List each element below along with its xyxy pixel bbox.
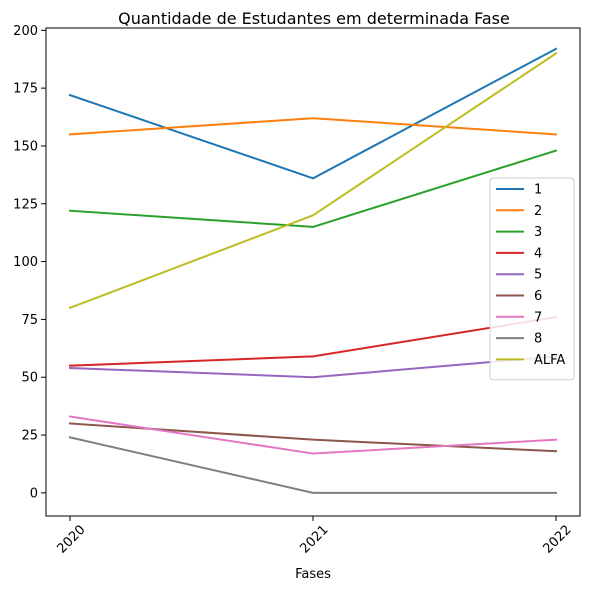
series-line-8 (68, 436, 557, 494)
y-tick-label: 125 (13, 197, 38, 212)
y-tick-label: 0 (30, 486, 38, 501)
x-axis-label: Fases (295, 567, 331, 582)
y-axis: 0 25 50 75 100 125 150 175 200 (13, 24, 46, 501)
legend-label: 6 (534, 289, 542, 304)
series-line-7 (68, 415, 558, 455)
series-line-1 (68, 47, 558, 180)
series-line-alfa (68, 52, 558, 310)
series-line-4 (68, 315, 558, 367)
y-tick-label: 175 (13, 82, 38, 97)
legend: 1 2 3 4 5 6 7 8 ALFA (489, 177, 575, 381)
x-tick-label: 2021 (298, 523, 332, 557)
x-axis: 2020 2021 2022 (55, 516, 575, 557)
x-tick-label: 2020 (55, 523, 89, 557)
legend-label: 4 (534, 246, 542, 261)
y-tick-label: 75 (21, 313, 38, 328)
y-tick-label: 50 (21, 371, 38, 386)
series-line-5 (68, 355, 558, 379)
legend-label: 3 (534, 225, 542, 240)
series-layer (68, 47, 558, 494)
y-tick-label: 100 (13, 255, 38, 270)
legend-label: ALFA (534, 353, 565, 368)
series-line-2 (68, 117, 558, 136)
legend-label: 8 (534, 332, 542, 347)
legend-label: 2 (534, 204, 542, 219)
series-line-3 (68, 149, 558, 228)
x-tick-label: 2022 (541, 523, 575, 557)
legend-label: 7 (534, 310, 542, 325)
y-tick-label: 200 (13, 24, 38, 39)
y-tick-label: 150 (13, 139, 38, 154)
legend-label: 1 (534, 183, 542, 198)
y-tick-label: 25 (21, 429, 38, 444)
legend-label: 5 (534, 268, 542, 283)
legend-box (489, 177, 575, 381)
chart-title: Quantidade de Estudantes em determinada … (118, 9, 510, 28)
